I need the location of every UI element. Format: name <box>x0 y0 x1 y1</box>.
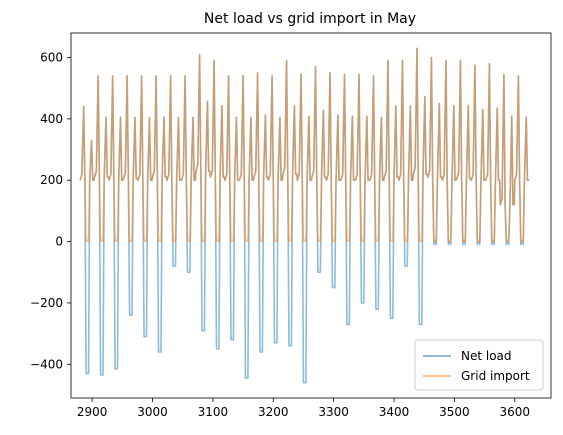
chart-title: Net load vs grid import in May <box>204 11 416 27</box>
x-tick-label: 3000 <box>137 405 168 419</box>
x-tick-label: 2900 <box>77 405 108 419</box>
y-axis: −400 −200 0 200 400 600 <box>30 51 71 371</box>
plot-frame <box>70 32 552 399</box>
x-axis: 2900 3000 3100 3200 3300 3400 3500 3600 <box>77 398 530 419</box>
y-tick-label: 200 <box>40 173 63 187</box>
y-tick-label: −200 <box>30 296 63 310</box>
series-layer <box>79 47 530 384</box>
legend-box <box>414 339 544 391</box>
x-tick-label: 3500 <box>439 405 470 419</box>
x-tick-label: 3300 <box>318 405 349 419</box>
x-tick-label: 3100 <box>198 405 229 419</box>
y-tick-label: 0 <box>55 235 63 249</box>
x-tick-label: 3400 <box>379 405 410 419</box>
x-tick-label: 3200 <box>258 405 289 419</box>
y-tick-label: 600 <box>40 51 63 65</box>
y-tick-label: −400 <box>30 357 63 371</box>
y-tick-label: 400 <box>40 112 63 126</box>
series-line-grid-import <box>79 47 530 243</box>
legend-label: Net load <box>461 349 512 363</box>
x-tick-label: 3600 <box>500 405 531 419</box>
legend-label: Grid import <box>461 369 530 383</box>
legend: Net load Grid import <box>414 339 544 391</box>
